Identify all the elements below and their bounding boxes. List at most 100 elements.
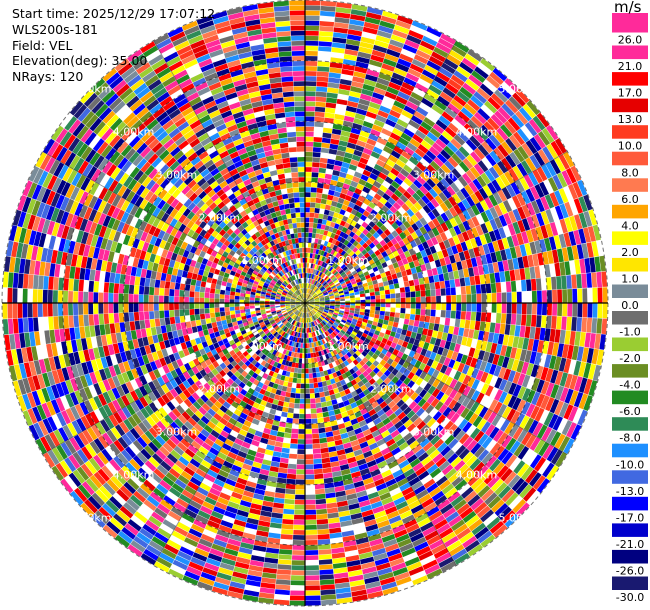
range-gate <box>380 303 386 308</box>
range-gate <box>459 86 473 99</box>
range-gate <box>409 183 419 193</box>
range-gate <box>362 26 378 35</box>
range-gate <box>349 292 355 296</box>
range-gate <box>423 322 430 329</box>
range-gate <box>281 529 294 535</box>
range-gate <box>313 280 317 285</box>
range-gate <box>597 287 603 303</box>
range-gate <box>328 77 341 84</box>
range-gate <box>344 291 350 295</box>
range-gate <box>319 162 327 169</box>
range-gate <box>310 192 317 198</box>
range-gate <box>366 265 373 271</box>
range-gate <box>420 139 432 150</box>
range-gate <box>528 171 539 186</box>
range-gate <box>442 188 452 199</box>
range-gate <box>387 279 394 285</box>
range-gate <box>540 395 550 410</box>
range-gate <box>438 241 446 251</box>
range-gate <box>366 335 373 341</box>
range-gate <box>576 317 582 332</box>
range-gate <box>308 368 313 374</box>
range-gate <box>459 277 466 287</box>
range-gate <box>516 399 527 413</box>
range-gate <box>404 39 420 50</box>
range-gate <box>287 468 297 475</box>
range-gate <box>398 240 406 248</box>
range-gate <box>497 333 505 345</box>
range-gate <box>578 361 587 377</box>
range-gate <box>317 417 324 424</box>
range-gate <box>365 74 378 82</box>
range-gate <box>305 40 319 46</box>
range-gate <box>473 147 485 160</box>
range-gate <box>470 311 477 321</box>
range-gate <box>369 328 376 334</box>
range-gate <box>363 329 370 335</box>
range-gate <box>411 214 419 223</box>
range-gate <box>549 222 559 236</box>
range-gate <box>387 197 396 206</box>
range-gate <box>438 324 445 333</box>
range-gate <box>424 64 439 76</box>
range-gate <box>329 296 335 299</box>
range-gate <box>474 66 489 79</box>
range-gate <box>310 398 316 404</box>
range-gate <box>287 407 294 414</box>
range-gate <box>313 287 318 292</box>
range-gate <box>477 245 485 256</box>
range-gate <box>276 477 287 484</box>
range-gate <box>279 395 286 402</box>
range-gate <box>597 303 603 319</box>
range-gate <box>370 185 379 193</box>
range-gate <box>273 446 283 453</box>
range-gate <box>361 332 368 339</box>
range-gate <box>466 337 473 348</box>
range-gate <box>443 357 451 367</box>
range-gate <box>331 238 337 245</box>
range-gate <box>410 91 424 102</box>
range-gate <box>308 273 312 279</box>
range-gate <box>318 284 323 289</box>
range-gate <box>410 231 419 240</box>
range-gate <box>155 326 162 335</box>
range-gate <box>452 402 462 413</box>
range-gate <box>370 337 377 344</box>
range-gate <box>362 83 375 92</box>
range-gate <box>361 321 368 327</box>
range-gate <box>384 289 390 295</box>
range-gate <box>524 243 532 256</box>
range-gate <box>292 418 299 424</box>
range-gate <box>383 255 391 262</box>
range-gate <box>317 177 325 184</box>
range-gate <box>563 438 575 454</box>
range-gate <box>328 320 334 325</box>
range-gate <box>458 372 467 383</box>
range-gate <box>350 180 359 188</box>
range-gate <box>330 249 335 255</box>
range-gate <box>342 315 348 320</box>
range-gate <box>355 243 362 250</box>
range-gate <box>439 257 446 267</box>
range-gate <box>390 167 400 177</box>
range-gate <box>310 197 316 203</box>
range-gate <box>332 313 338 318</box>
range-gate <box>415 129 427 140</box>
range-gate <box>391 222 399 230</box>
range-gate <box>399 252 407 260</box>
range-gate <box>380 167 390 176</box>
range-gate <box>465 356 473 366</box>
range-gate <box>405 100 419 111</box>
range-gate <box>357 252 364 259</box>
range-gate <box>444 219 453 230</box>
range-gate <box>516 303 522 314</box>
range-gate <box>418 362 427 371</box>
range-gate <box>392 202 401 210</box>
range-gate <box>422 181 433 192</box>
range-gate <box>448 122 460 134</box>
range-gate <box>381 348 388 355</box>
range-gate <box>271 456 281 463</box>
range-gate <box>489 71 504 85</box>
range-gate <box>359 41 374 50</box>
range-gate <box>406 208 415 217</box>
